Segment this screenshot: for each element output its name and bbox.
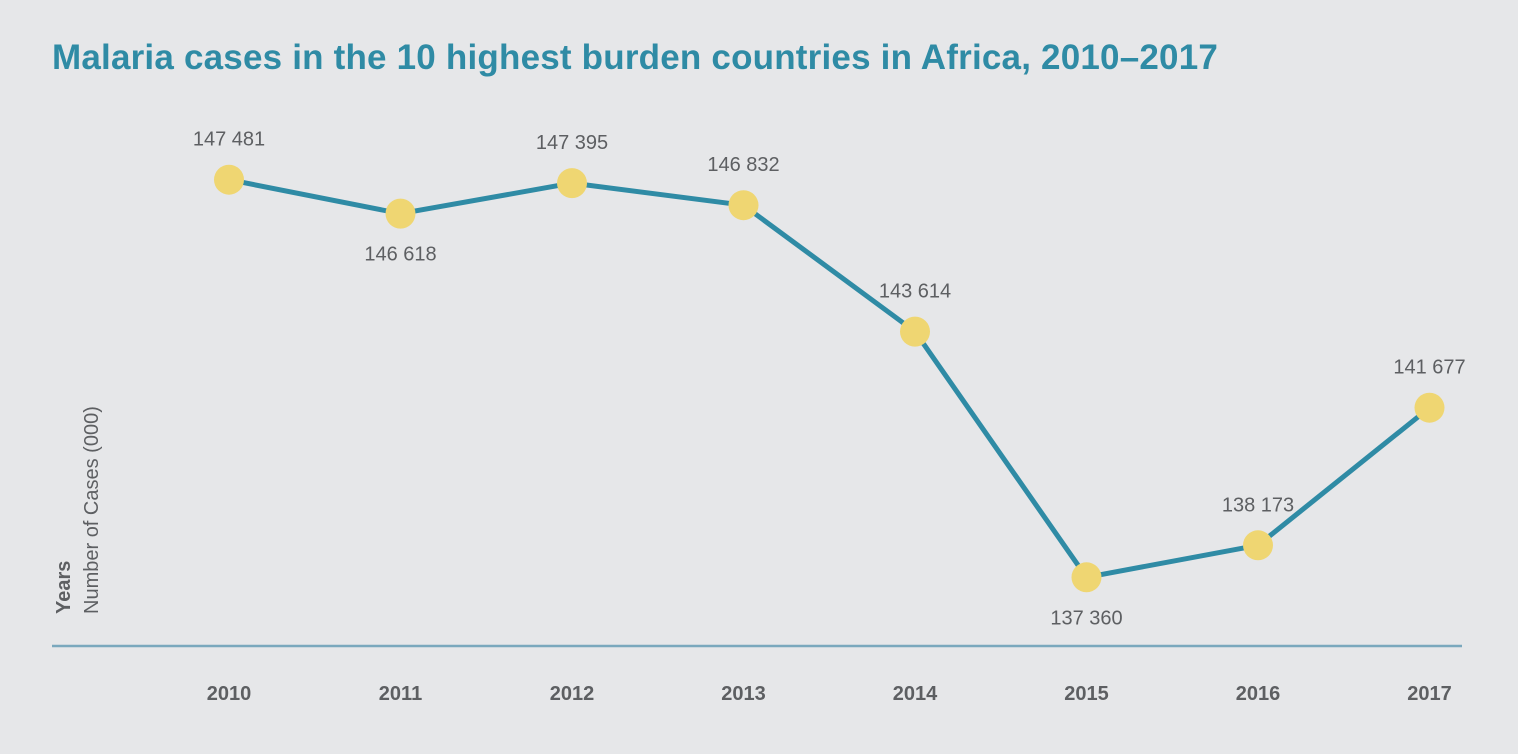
x-tick-2014: 2014 bbox=[893, 683, 938, 705]
y-axis-title: Number of Cases (000) bbox=[81, 406, 103, 614]
data-point-2012 bbox=[557, 168, 587, 199]
data-label-2013: 146 832 bbox=[707, 154, 779, 176]
data-point-2016 bbox=[1243, 530, 1273, 561]
data-point-2011 bbox=[385, 198, 416, 229]
data-point-2010 bbox=[214, 164, 244, 195]
x-tick-2017: 2017 bbox=[1407, 683, 1452, 705]
data-point-2015 bbox=[1071, 562, 1102, 593]
x-tick-2013: 2013 bbox=[721, 683, 766, 705]
x-axis-title: Years bbox=[53, 561, 75, 614]
x-tick-2016: 2016 bbox=[1236, 683, 1281, 705]
chart-title: Malaria cases in the 10 highest burden c… bbox=[52, 38, 1219, 77]
data-label-layer: 147 481 146 618 147 395 146 832 143 614 137 3… bbox=[193, 129, 1466, 630]
data-label-2011: 146 618 bbox=[364, 244, 436, 266]
series-line bbox=[228, 177, 1432, 580]
x-tick-2012: 2012 bbox=[550, 683, 595, 705]
data-point-2013 bbox=[728, 190, 759, 221]
data-label-2014: 143 614 bbox=[879, 281, 951, 303]
x-tick-2010: 2010 bbox=[207, 683, 252, 705]
data-label-2016: 138 173 bbox=[1222, 494, 1294, 516]
data-point-2017 bbox=[1414, 392, 1445, 423]
x-tick-2011: 2011 bbox=[379, 683, 422, 705]
data-label-2017: 141 677 bbox=[1393, 357, 1465, 379]
data-label-2015: 137 360 bbox=[1050, 607, 1122, 629]
data-label-2012: 147 395 bbox=[536, 132, 608, 154]
data-label-2010: 147 481 bbox=[193, 129, 265, 151]
x-tick-2015: 2015 bbox=[1064, 683, 1109, 705]
marker-layer bbox=[214, 164, 1445, 593]
x-tick-layer: 2010 2011 2012 2013 2014 2015 2016 2017 bbox=[207, 683, 1452, 705]
data-point-2014 bbox=[900, 316, 930, 347]
series-layer bbox=[228, 177, 1432, 580]
